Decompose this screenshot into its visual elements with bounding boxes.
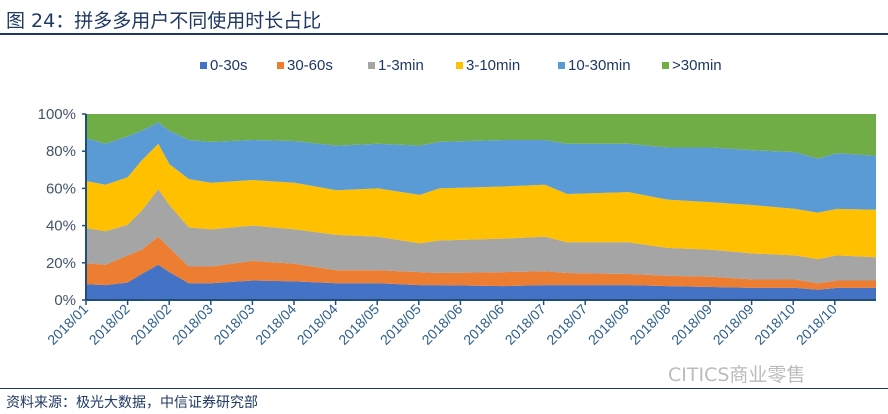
legend-item: 30-60s	[277, 57, 333, 74]
legend-swatch	[277, 62, 284, 69]
x-tick-label: 2018/10	[793, 301, 840, 348]
legend-item: 1-3min	[368, 57, 424, 74]
legend-swatch	[558, 62, 565, 69]
x-tick-label: 2018/08	[585, 301, 632, 348]
x-tick-label: 2018/08	[626, 301, 673, 348]
y-tick-label: 40%	[46, 218, 76, 235]
legend-item: 0-30s	[200, 57, 248, 74]
area-series	[86, 114, 876, 300]
footer-divider	[0, 388, 888, 389]
area-10-30min	[86, 122, 876, 213]
legend-label: 30-60s	[287, 57, 333, 74]
y-tick-label: 80%	[46, 143, 76, 160]
x-tick-label: 2018/09	[710, 301, 757, 348]
legend-label: 10-30min	[568, 57, 631, 74]
x-tick-label: 2018/02	[127, 301, 174, 348]
x-tick-label: 2018/09	[668, 301, 715, 348]
legend-swatch	[456, 62, 463, 69]
x-tick-label: 2018/05	[377, 301, 424, 348]
x-tick-label: 2018/07	[543, 301, 590, 348]
area-1-3min	[86, 189, 876, 284]
x-tick-label: 2018/10	[751, 301, 798, 348]
x-tick-label: 2018/02	[86, 301, 133, 348]
x-tick-label: 2018/04	[294, 301, 341, 348]
source-note: 资料来源：极光大数据，中信证券研究部	[6, 395, 258, 411]
legend-label: >30min	[672, 57, 722, 74]
legend-item: 10-30min	[558, 57, 631, 74]
area-30-60s	[86, 236, 876, 290]
legend-label: 3-10min	[466, 57, 520, 74]
legend-item: >30min	[662, 57, 722, 74]
y-tick-label: 100%	[38, 106, 76, 123]
legend-label: 1-3min	[378, 57, 424, 74]
legend-label: 0-30s	[210, 57, 248, 74]
legend-swatch	[200, 62, 207, 69]
figure-title: 图 24：拼多多用户不同使用时长占比	[6, 10, 322, 32]
title-divider	[0, 33, 888, 35]
legend-swatch	[662, 62, 669, 69]
x-tick-label: 2018/03	[169, 301, 216, 348]
y-tick-label: 60%	[46, 180, 76, 197]
x-tick-label: 2018/03	[210, 301, 257, 348]
area-0-30s	[86, 264, 876, 300]
x-tick-label: 2018/07	[502, 301, 549, 348]
area--30min	[86, 114, 876, 159]
x-tick-label: 2018/06	[460, 301, 507, 348]
x-tick-label: 2018/05	[335, 301, 382, 348]
legend: 0-30s 30-60s 1-3min 3-10min 10-30min >30min	[200, 57, 722, 74]
legend-swatch	[368, 62, 375, 69]
y-tick-label: 0%	[54, 292, 76, 309]
x-tick-label: 2018/06	[418, 301, 465, 348]
area-3-10min	[86, 143, 876, 260]
watermark: CITICS商业零售	[668, 364, 806, 386]
y-tick-label: 20%	[46, 255, 76, 272]
x-tick-label: 2018/04	[252, 301, 299, 348]
legend-item: 3-10min	[456, 57, 520, 74]
